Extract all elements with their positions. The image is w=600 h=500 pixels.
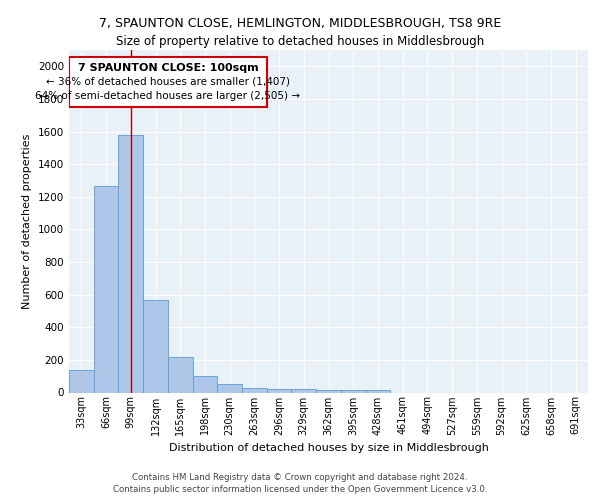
Bar (118, 135, 143, 392)
Text: Contains HM Land Registry data © Crown copyright and database right 2024.
Contai: Contains HM Land Registry data © Crown c… (113, 472, 487, 494)
FancyBboxPatch shape (69, 56, 267, 107)
Bar (168, 358, 193, 392)
Bar (193, 376, 217, 392)
Bar (69, 370, 94, 392)
Bar (365, 390, 390, 392)
Bar (143, 300, 168, 392)
Y-axis label: Number of detached properties: Number of detached properties (22, 134, 32, 309)
Text: 64% of semi-detached houses are larger (2,505) →: 64% of semi-detached houses are larger (… (35, 91, 301, 101)
X-axis label: Distribution of detached houses by size in Middlesbrough: Distribution of detached houses by size … (169, 443, 488, 453)
Bar (267, 389, 292, 392)
Text: ← 36% of detached houses are smaller (1,407): ← 36% of detached houses are smaller (1,… (46, 77, 290, 87)
Bar (94, 186, 118, 392)
Text: 7, SPAUNTON CLOSE, HEMLINGTON, MIDDLESBROUGH, TS8 9RE: 7, SPAUNTON CLOSE, HEMLINGTON, MIDDLESBR… (99, 18, 501, 30)
Bar (292, 389, 316, 392)
Bar (316, 390, 341, 392)
Text: 7 SPAUNTON CLOSE: 100sqm: 7 SPAUNTON CLOSE: 100sqm (77, 62, 258, 72)
Bar (341, 390, 365, 392)
Text: Size of property relative to detached houses in Middlesbrough: Size of property relative to detached ho… (116, 35, 484, 48)
Bar (217, 384, 242, 392)
Bar (242, 388, 267, 392)
